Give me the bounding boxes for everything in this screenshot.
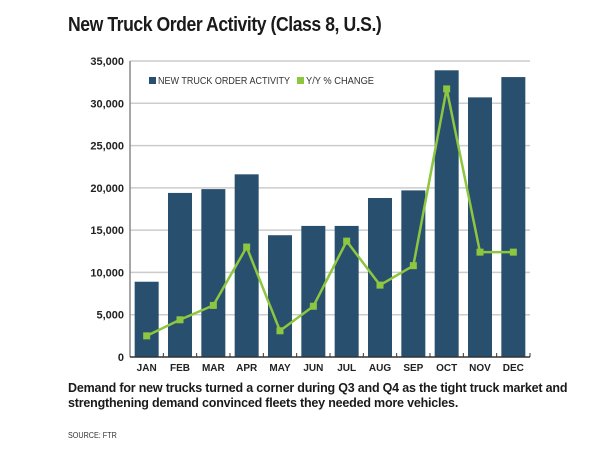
- legend-swatch-bar: [149, 77, 156, 84]
- y-tick-label: 20,000: [90, 183, 124, 195]
- y-tick-label: 0: [118, 352, 124, 364]
- line-marker-oct: [443, 85, 451, 93]
- bar-feb: [168, 192, 192, 357]
- x-tick-label: MAR: [202, 363, 226, 374]
- y-tick-label: 10,000: [90, 267, 124, 279]
- line-marker-feb: [176, 316, 184, 324]
- bar-mar: [201, 189, 226, 357]
- y-tick-label: 25,000: [90, 141, 124, 153]
- legend: NEW TRUCK ORDER ACTIVITY Y/Y % CHANGE: [149, 76, 374, 87]
- y-tick-label: 15,000: [90, 225, 124, 237]
- x-tick-label: JUL: [337, 363, 356, 374]
- line-marker-jul: [343, 237, 351, 245]
- line-marker-sep: [409, 262, 417, 270]
- x-axis-ticks: JAN FEB MAR APR MAY JUN JUL AUG SEP OCT NOV DEC: [137, 363, 524, 374]
- x-tick-label: JUN: [303, 363, 323, 374]
- x-tick-label: DEC: [503, 363, 524, 374]
- bar-nov: [468, 97, 492, 357]
- bar-dec: [501, 77, 526, 357]
- line-marker-jan: [143, 332, 151, 340]
- chart-title: New Truck Order Activity (Class 8, U.S.): [68, 14, 382, 36]
- source-note: SOURCE: FTR: [68, 431, 117, 440]
- legend-label-line: Y/Y % CHANGE: [306, 76, 374, 87]
- y-tick-label: 5,000: [96, 310, 124, 322]
- bar-oct: [434, 70, 459, 357]
- x-tick-label: MAY: [269, 363, 291, 374]
- line-marker-nov: [476, 248, 484, 256]
- y-axis-ticks: 0 5,000 10,000 15,000 20,000 25,000 30,000 35,0…: [90, 56, 124, 364]
- yoy-change-line: [146, 87, 514, 337]
- x-tick-label: AUG: [369, 363, 391, 374]
- x-tick-label: NOV: [469, 363, 491, 374]
- y-tick-label: 30,000: [90, 98, 124, 110]
- bar-jan: [134, 281, 159, 357]
- line-marker-aug: [376, 281, 384, 289]
- line-marker-may: [276, 327, 284, 335]
- legend-swatch-line: [297, 77, 304, 84]
- axes: [129, 61, 531, 358]
- chart-caption: Demand for new trucks turned a corner du…: [68, 381, 568, 410]
- y-tick-label: 35,000: [90, 56, 124, 68]
- line-marker-apr: [243, 243, 251, 251]
- line-marker-mar: [209, 301, 217, 309]
- x-tick-label: SEP: [403, 363, 423, 374]
- bar-may: [268, 235, 292, 357]
- x-tick-label: OCT: [436, 363, 457, 374]
- line-marker-dec: [509, 248, 517, 256]
- x-tick-label: APR: [236, 363, 258, 374]
- line-series: [143, 85, 517, 340]
- bar-jul: [334, 225, 359, 357]
- line-marker-jun: [309, 302, 317, 310]
- legend-label-bar: NEW TRUCK ORDER ACTIVITY: [158, 76, 290, 87]
- x-tick-label: FEB: [170, 363, 190, 374]
- bar-aug: [368, 198, 392, 357]
- x-tick-label: JAN: [137, 363, 157, 374]
